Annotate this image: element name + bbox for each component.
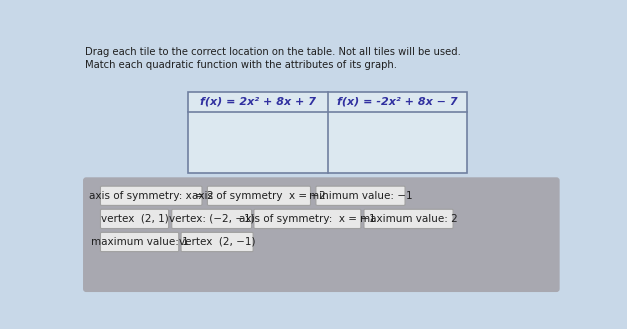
FancyBboxPatch shape <box>316 186 405 205</box>
FancyBboxPatch shape <box>100 209 169 229</box>
Text: Match each quadratic function with the attributes of its graph.: Match each quadratic function with the a… <box>85 60 396 69</box>
FancyBboxPatch shape <box>208 186 310 205</box>
FancyBboxPatch shape <box>172 209 251 229</box>
FancyBboxPatch shape <box>100 186 202 205</box>
Text: axis of symmetry:  x = −1: axis of symmetry: x = −1 <box>239 214 376 224</box>
FancyBboxPatch shape <box>254 209 361 229</box>
Text: maximum value: 2: maximum value: 2 <box>360 214 458 224</box>
FancyBboxPatch shape <box>364 209 453 229</box>
Text: vertex  (2, −1): vertex (2, −1) <box>179 237 255 247</box>
Text: maximum value: 1: maximum value: 1 <box>91 237 189 247</box>
Text: axis of symmetry: x = 2: axis of symmetry: x = 2 <box>89 191 214 201</box>
Text: minimum value: −1: minimum value: −1 <box>308 191 413 201</box>
Text: f(x) = -2x² + 8x − 7: f(x) = -2x² + 8x − 7 <box>337 97 458 107</box>
Text: Drag each tile to the correct location on the table. Not all tiles will be used.: Drag each tile to the correct location o… <box>85 47 460 57</box>
Text: vertex  (2, 1): vertex (2, 1) <box>101 214 169 224</box>
Text: vertex: (−2, −1): vertex: (−2, −1) <box>169 214 255 224</box>
Text: axis of symmetry  x = −2: axis of symmetry x = −2 <box>192 191 326 201</box>
Bar <box>189 92 467 173</box>
Text: f(x) = 2x² + 8x + 7: f(x) = 2x² + 8x + 7 <box>200 97 316 107</box>
FancyBboxPatch shape <box>100 232 179 252</box>
FancyBboxPatch shape <box>181 232 253 252</box>
FancyBboxPatch shape <box>83 177 560 292</box>
Bar <box>189 92 467 173</box>
